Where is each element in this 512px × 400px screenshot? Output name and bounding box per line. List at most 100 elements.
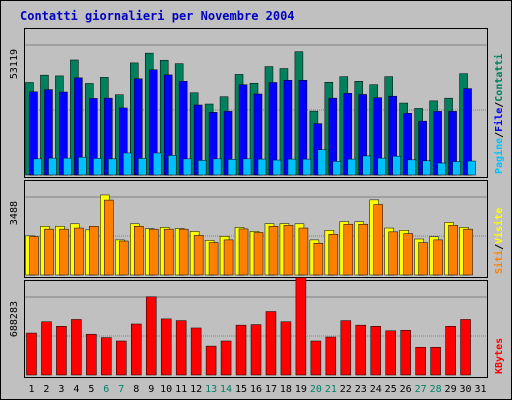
bar-hits-pagine-day-13 (212, 158, 222, 176)
x-tick-label-day-24: 24 (370, 384, 382, 395)
legend-item-siti: Siti (493, 250, 505, 274)
bar-visits-siti-day-26 (403, 233, 413, 276)
bar-hits-pagine-day-7 (123, 152, 132, 176)
bar-kbytes-kbytes-day-30 (460, 319, 471, 376)
x-tick-label-day-11: 11 (175, 384, 187, 395)
x-tick-label-day-18: 18 (280, 384, 292, 395)
bar-kbytes-kbytes-day-12 (190, 327, 202, 376)
bar-visits-siti-day-5 (89, 226, 99, 276)
bar-hits-pagine-day-10 (167, 155, 177, 176)
bar-kbytes-kbytes-day-27 (415, 346, 426, 376)
x-tick-label-day-7: 7 (118, 384, 124, 395)
x-tick-label-day-9: 9 (148, 384, 154, 395)
bar-visits-siti-day-8 (134, 226, 144, 276)
bar-visits-siti-day-30 (463, 228, 473, 276)
bar-visits-siti-day-10 (163, 228, 174, 276)
x-tick-label-day-12: 12 (190, 384, 202, 395)
x-tick-label-day-17: 17 (265, 384, 277, 395)
bar-kbytes-kbytes-day-6 (101, 337, 112, 376)
x-tick-label-day-28: 28 (430, 384, 442, 395)
bar-kbytes-kbytes-day-10 (160, 318, 172, 376)
bar-kbytes-kbytes-day-4 (71, 319, 82, 376)
legend-item-visite: Visite (493, 208, 505, 244)
bar-visits-siti-day-16 (253, 232, 264, 276)
bar-kbytes-kbytes-day-8 (131, 323, 142, 376)
panel-kbytes: 688283 KBytes (9, 277, 505, 378)
x-tick-label-day-22: 22 (340, 384, 352, 395)
bar-visits-siti-day-19 (298, 227, 309, 276)
bar-kbytes-kbytes-day-11 (175, 320, 187, 376)
bar-visits-siti-day-1 (29, 236, 39, 276)
x-tick-label-day-21: 21 (325, 384, 337, 395)
bar-hits-pagine-day-18 (287, 158, 297, 176)
bar-hits-pagine-day-3 (63, 157, 72, 176)
bar-visits-siti-day-28 (433, 239, 443, 276)
x-tick-label-day-20: 20 (310, 384, 322, 395)
bar-hits-pagine-day-20 (317, 149, 327, 176)
panel-visits: 3488 Siti/Visite (9, 180, 505, 278)
bar-hits-pagine-day-23 (362, 155, 372, 176)
legend-separator: / (494, 132, 505, 138)
bar-hits-pagine-day-17 (272, 159, 282, 176)
bar-kbytes-kbytes-day-21 (325, 336, 337, 376)
bar-hits-pagine-day-5 (93, 158, 102, 176)
bar-visits-siti-day-6 (104, 199, 114, 276)
bar-visits-siti-day-3 (59, 228, 69, 276)
x-tick-label-day-3: 3 (58, 384, 64, 395)
bar-hits-pagine-day-4 (78, 156, 87, 176)
bar-kbytes-kbytes-day-16 (250, 324, 262, 376)
bar-kbytes-kbytes-day-17 (265, 311, 277, 376)
x-tick-label-day-13: 13 (205, 384, 217, 395)
bar-kbytes-kbytes-day-2 (41, 321, 52, 376)
bar-hits-pagine-day-19 (302, 158, 312, 176)
x-tick-label-day-15: 15 (235, 384, 247, 395)
x-tick-label-day-5: 5 (88, 384, 94, 395)
bar-kbytes-kbytes-day-25 (385, 330, 396, 376)
bar-visits-siti-day-23 (358, 223, 369, 276)
bar-visits-siti-day-7 (119, 240, 129, 276)
bar-visits-siti-day-11 (178, 228, 189, 276)
bar-kbytes-kbytes-day-23 (355, 324, 367, 376)
bar-hits-pagine-day-11 (182, 158, 192, 176)
bar-kbytes-kbytes-day-14 (220, 340, 232, 376)
bar-hits-pagine-day-6 (108, 158, 117, 176)
bar-visits-siti-day-22 (343, 223, 354, 276)
bar-kbytes-kbytes-day-29 (445, 326, 456, 376)
bar-hits-pagine-day-21 (332, 161, 342, 176)
bar-visits-siti-day-24 (373, 204, 383, 276)
bar-hits-pagine-day-24 (377, 157, 386, 176)
x-tick-label-day-6: 6 (103, 384, 109, 395)
x-tick-label-day-31: 31 (474, 384, 486, 395)
bar-hits-pagine-day-12 (197, 160, 207, 176)
bar-kbytes-kbytes-day-24 (370, 326, 381, 376)
bar-hits-pagine-day-25 (392, 155, 401, 176)
bar-kbytes-kbytes-day-22 (340, 320, 352, 376)
legend-hits: Pagine/File/Contatti (493, 54, 505, 174)
bar-hits-pagine-day-2 (48, 157, 57, 176)
bar-kbytes-kbytes-day-13 (205, 345, 217, 376)
bar-hits-pagine-day-27 (422, 160, 431, 176)
max-label-hits: 53119 (9, 49, 20, 79)
bar-visits-siti-day-12 (193, 235, 204, 276)
bar-kbytes-kbytes-day-1 (26, 332, 37, 376)
chart-title: Contatti giornalieri per Novembre 2004 (20, 9, 295, 23)
x-tick-label-day-19: 19 (295, 384, 307, 395)
bar-visits-siti-day-27 (418, 242, 428, 276)
legend-separator: / (494, 244, 505, 250)
chart-panels: 53119Pagine/File/Contatti3488Siti/Visite… (9, 28, 505, 378)
x-tick-label-day-14: 14 (220, 384, 232, 395)
bar-hits-pagine-day-9 (152, 152, 162, 176)
panel-hits: 53119 Pagine/File/Contatti (9, 28, 505, 178)
bar-visits-siti-day-4 (74, 227, 84, 276)
legend-visits: Siti/Visite (493, 208, 505, 274)
x-tick-label-day-25: 25 (385, 384, 397, 395)
max-label-visits: 3488 (9, 201, 20, 225)
bar-kbytes-kbytes-day-20 (310, 340, 322, 376)
x-tick-label-day-2: 2 (43, 384, 49, 395)
bar-visits-siti-day-29 (448, 225, 458, 276)
bar-kbytes-kbytes-day-18 (280, 321, 292, 376)
bar-visits-siti-day-9 (148, 228, 159, 276)
bar-hits-pagine-day-16 (257, 158, 267, 176)
bar-visits-siti-day-15 (238, 228, 249, 276)
legend-item-pagine: Pagine (493, 138, 505, 174)
